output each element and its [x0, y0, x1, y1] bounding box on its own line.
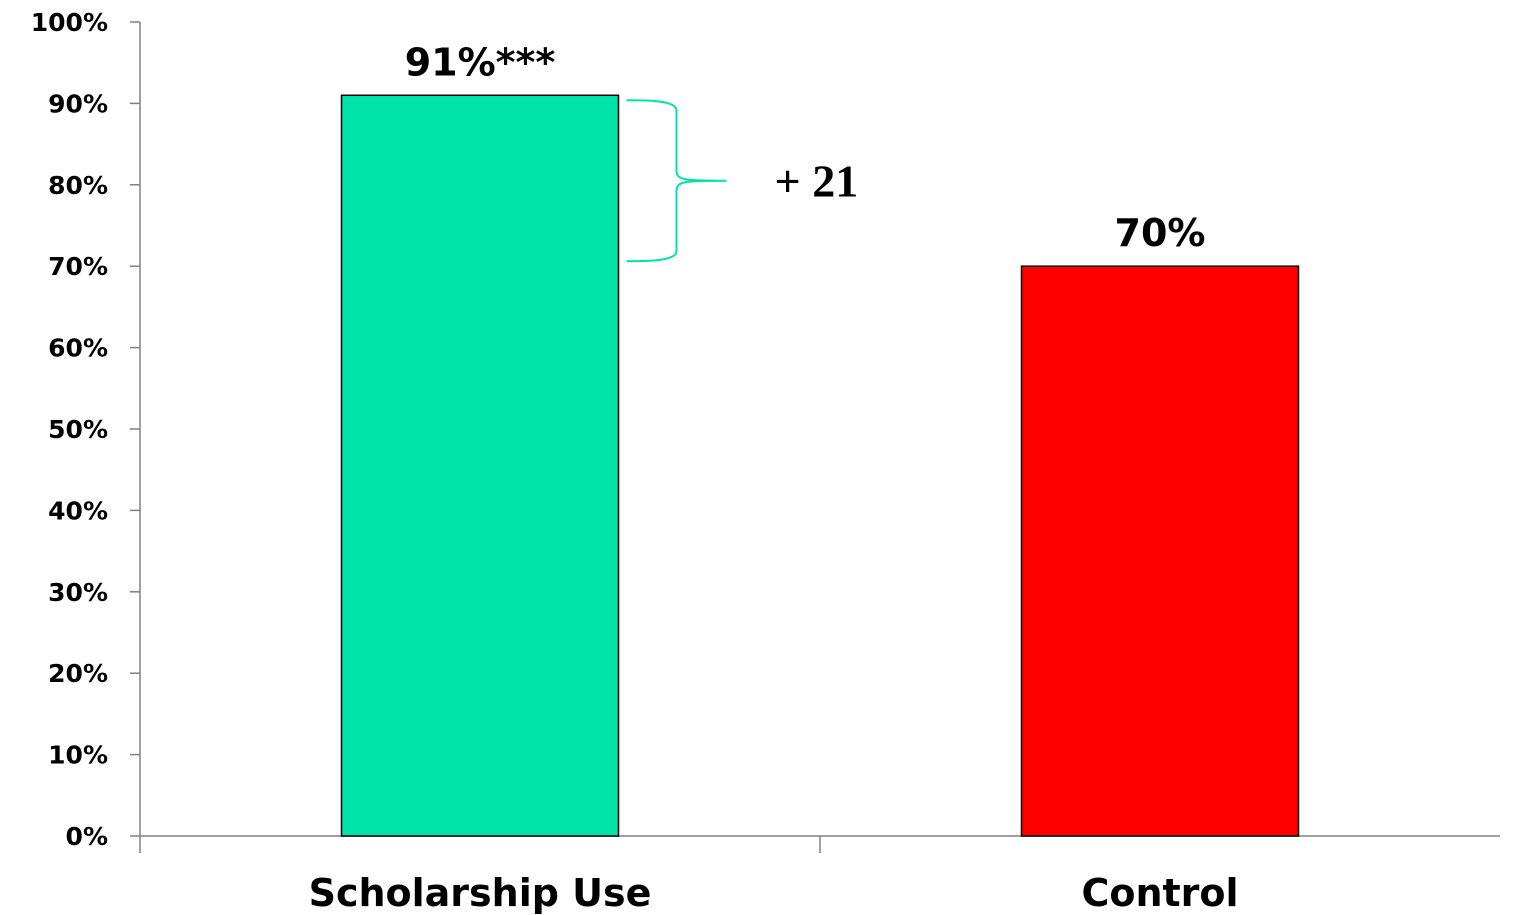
brace: [626, 99, 727, 263]
bars: [340, 94, 1300, 837]
difference-annotation: + 21: [626, 99, 859, 263]
y-tick-label: 90%: [48, 89, 108, 118]
x-category-label: Control: [1081, 871, 1238, 915]
axes: 0% 10% 20% 30% 40% 50% 60% 70% 80% 90% 100%: [31, 8, 1500, 853]
y-tick-label: 100%: [31, 8, 108, 37]
y-tick-label: 80%: [48, 171, 108, 200]
y-tick-label: 70%: [48, 252, 108, 281]
y-tick-label: 50%: [48, 415, 108, 444]
y-tick-label: 40%: [48, 496, 108, 525]
y-tick-label: 0%: [66, 822, 108, 851]
data-label: 91%***: [405, 40, 556, 84]
y-tick-label: 30%: [48, 578, 108, 607]
y-tick-label: 60%: [48, 334, 108, 363]
x-category-label: Scholarship Use: [309, 871, 652, 915]
difference-label: + 21: [775, 156, 859, 207]
y-tick-label: 20%: [48, 659, 108, 688]
y-tick-label: 10%: [48, 741, 108, 770]
data-label: 70%: [1115, 211, 1206, 255]
labels: 91%*** Scholarship Use 70% Control: [309, 40, 1239, 915]
bar: [340, 94, 620, 837]
bar: [1020, 265, 1300, 837]
